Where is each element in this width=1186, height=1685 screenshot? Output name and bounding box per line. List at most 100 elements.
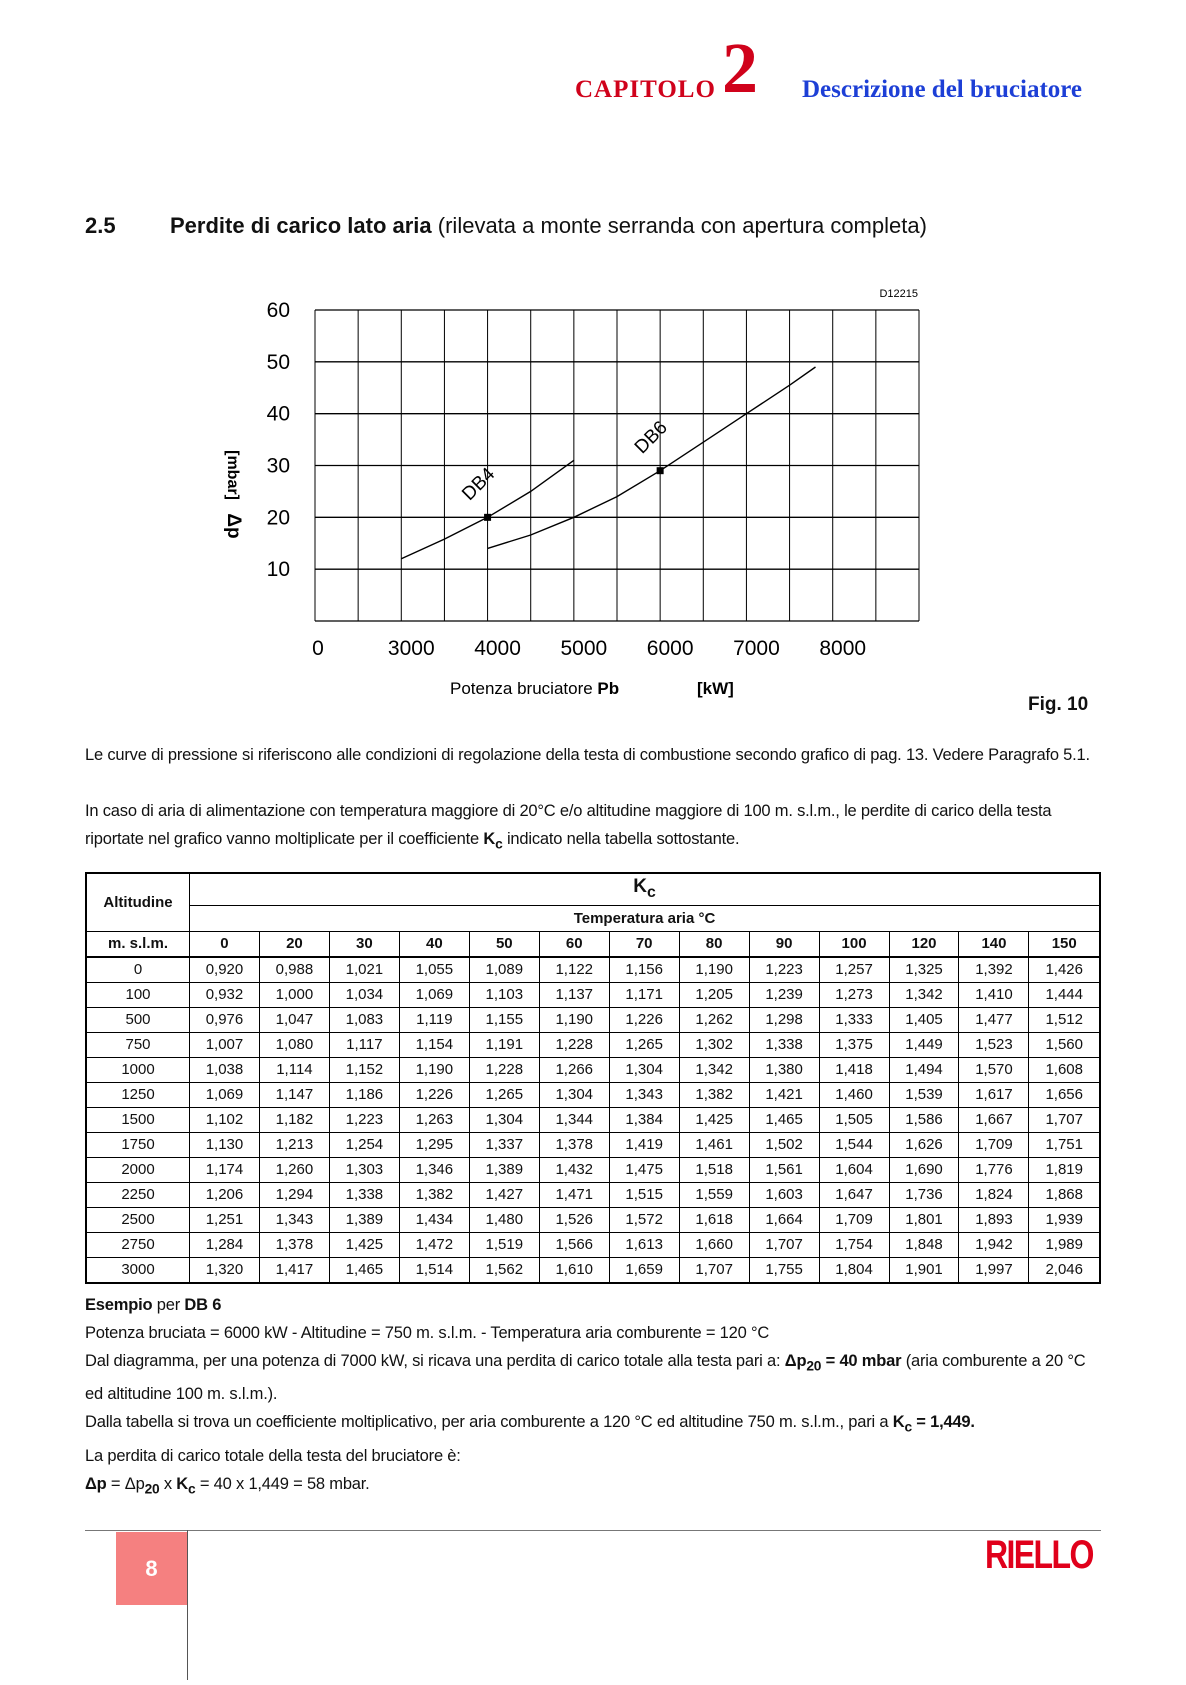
kc-cell: 1,418 <box>818 1056 890 1083</box>
kc-cell: 1,190 <box>538 1006 610 1033</box>
kc-cell: 1,226 <box>608 1006 680 1033</box>
chart-grid <box>314 309 920 622</box>
table-row: 1000 1,038 1,114 1,152 1,190 1,228 1,266 1,304 1… <box>85 1056 1101 1083</box>
kc-cell: 1,523 <box>958 1031 1030 1058</box>
kc-cell: 0,988 <box>258 956 330 983</box>
kc-cell: 1,707 <box>1028 1106 1101 1133</box>
kc-cell: 1,303 <box>328 1156 400 1183</box>
series-line-db6 <box>487 366 816 550</box>
temp-col-header: 140 <box>958 930 1030 957</box>
temp-col-header: 70 <box>608 930 680 957</box>
table-row: 3000 1,320 1,417 1,465 1,514 1,562 1,610 1,659 1… <box>85 1256 1101 1283</box>
temp-col-header: 20 <box>258 930 330 957</box>
x-tick-label: 6000 <box>647 637 694 660</box>
kc-cell: 1,223 <box>328 1106 400 1133</box>
kc-cell: 1,375 <box>818 1031 890 1058</box>
altitude-cell: 1500 <box>85 1106 190 1133</box>
kc-cell: 1,421 <box>748 1081 820 1108</box>
table-row: 100 0,932 1,000 1,034 1,069 1,103 1,137 1,171 1,… <box>85 981 1101 1008</box>
kc-cell: 1,754 <box>818 1231 890 1258</box>
temp-col-header: 100 <box>818 930 890 957</box>
kc-cell: 1,505 <box>818 1106 890 1133</box>
kc-cell: 1,608 <box>1028 1056 1101 1083</box>
kc-header-sub: c <box>646 884 656 902</box>
kc-cell: 1,137 <box>538 981 610 1008</box>
table-row: 2500 1,251 1,343 1,389 1,434 1,480 1,526 1,572 1… <box>85 1206 1101 1233</box>
kc-cell: 1,618 <box>678 1206 750 1233</box>
altitude-cell: 2500 <box>85 1206 190 1233</box>
kc-cell: 1,544 <box>818 1131 890 1158</box>
kc-cell: 1,480 <box>468 1206 540 1233</box>
kc-cell: 1,251 <box>189 1206 260 1233</box>
footer-divider <box>85 1530 1101 1531</box>
example-title: Esempio per DB 6 <box>85 1291 1100 1319</box>
kc-cell: 1,182 <box>258 1106 330 1133</box>
kc-cell: 1,613 <box>608 1231 680 1258</box>
kc-cell: 1,154 <box>398 1031 470 1058</box>
temp-col-header: 30 <box>328 930 400 957</box>
kc-cell: 1,254 <box>328 1131 400 1158</box>
altitude-cell: 2250 <box>85 1181 190 1208</box>
table-row: 1250 1,069 1,147 1,186 1,226 1,265 1,304 1,343 1… <box>85 1081 1101 1108</box>
kc-cell: 1,119 <box>398 1006 470 1033</box>
kc-cell: 1,266 <box>538 1056 610 1083</box>
kc-cell: 1,273 <box>818 981 890 1008</box>
kc-cell: 1,174 <box>189 1156 260 1183</box>
table-row: 2000 1,174 1,260 1,303 1,346 1,389 1,432 1,475 1… <box>85 1156 1101 1183</box>
kc-cell: 1,824 <box>958 1181 1030 1208</box>
kc-cell: 1,103 <box>468 981 540 1008</box>
kc-cell: 1,343 <box>258 1206 330 1233</box>
temp-col-header: 90 <box>748 930 820 957</box>
kc-cell: 1,069 <box>189 1081 260 1108</box>
kc-cell: 1,656 <box>1028 1081 1101 1108</box>
kc-cell: 1,405 <box>888 1006 960 1033</box>
example-block: Esempio per DB 6 Potenza bruciata = 6000… <box>85 1291 1100 1503</box>
l2d: (aria comburente a 20 °C ed altitudine 1… <box>85 1352 1086 1404</box>
kc-cell: 1,539 <box>888 1081 960 1108</box>
kc-cell: 1,206 <box>189 1181 260 1208</box>
x-tick-label: 3000 <box>388 637 435 660</box>
series-label: DB4 <box>458 464 499 505</box>
table-row: 0 0,920 0,988 1,021 1,055 1,089 1,122 1,156 1,19… <box>85 956 1101 983</box>
kc-cell: 1,410 <box>958 981 1030 1008</box>
series-label: DB6 <box>631 417 672 458</box>
kc-cell: 1,130 <box>189 1131 260 1158</box>
kc-cell: 1,942 <box>958 1231 1030 1258</box>
kc-cell: 1,449 <box>888 1031 960 1058</box>
l5a: Δp <box>85 1474 107 1493</box>
kc-cell: 1,294 <box>258 1181 330 1208</box>
l5k: K <box>176 1474 189 1493</box>
kc-cell: 1,382 <box>398 1181 470 1208</box>
y-axis-unit: [mbar] <box>224 450 241 500</box>
footer-vertical-divider <box>187 1530 188 1680</box>
temperature-header: Temperatura aria °C <box>189 904 1101 932</box>
kc-cell: 1,338 <box>328 1181 400 1208</box>
kc-cell: 1,667 <box>958 1106 1030 1133</box>
kc-cell: 1,472 <box>398 1231 470 1258</box>
kc-cell: 1,444 <box>1028 981 1101 1008</box>
kc-cell: 1,709 <box>958 1131 1030 1158</box>
altitude-cell: 1250 <box>85 1081 190 1108</box>
kc-cell: 1,378 <box>538 1131 610 1158</box>
kc-cell: 1,304 <box>608 1056 680 1083</box>
x-tick-label: 5000 <box>560 637 607 660</box>
kc-cell: 1,427 <box>468 1181 540 1208</box>
kc-cell: 1,155 <box>468 1006 540 1033</box>
kc-cell: 1,801 <box>888 1206 960 1233</box>
unit-header: m. s.l.m. <box>85 930 190 957</box>
kc-cell: 0,976 <box>189 1006 260 1033</box>
x-axis-label-symbol: Pb <box>597 679 619 698</box>
p2-text: In caso di aria di alimentazione con tem… <box>85 802 1052 848</box>
kc-cell: 1,117 <box>328 1031 400 1058</box>
kc-symbol: K <box>483 830 496 848</box>
kc-cell: 1,512 <box>1028 1006 1101 1033</box>
kc-cell: 1,432 <box>538 1156 610 1183</box>
kc-cell: 1,389 <box>328 1206 400 1233</box>
kc-cell: 1,378 <box>258 1231 330 1258</box>
kc-cell: 1,284 <box>189 1231 260 1258</box>
kc-cell: 1,265 <box>468 1081 540 1108</box>
kc-cell: 1,263 <box>398 1106 470 1133</box>
kc-cell: 1,819 <box>1028 1156 1101 1183</box>
kc-cell: 1,460 <box>818 1081 890 1108</box>
kc-cell: 1,000 <box>258 981 330 1008</box>
